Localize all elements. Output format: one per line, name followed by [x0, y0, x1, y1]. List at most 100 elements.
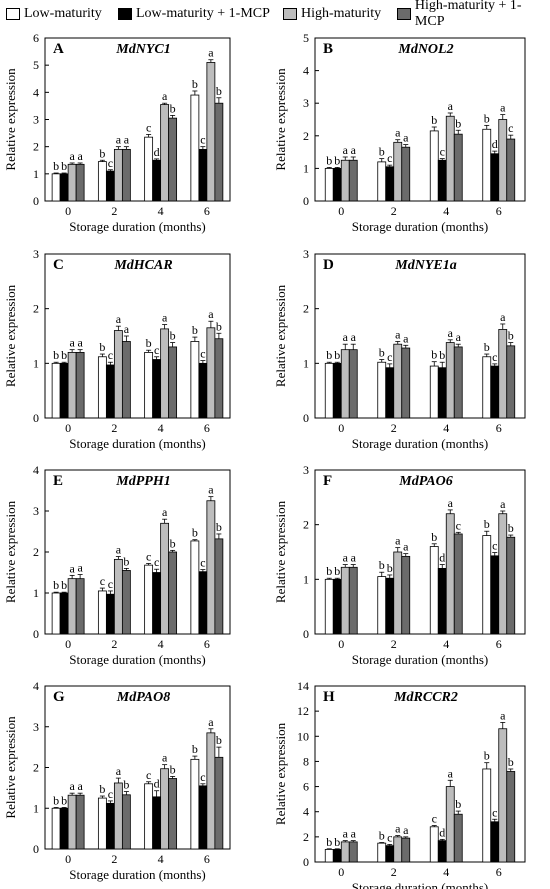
significance-letter: a	[351, 827, 357, 841]
significance-letter: b	[53, 159, 59, 173]
significance-letter: a	[116, 312, 122, 326]
significance-letter: a	[395, 327, 401, 341]
significance-letter: a	[351, 330, 357, 344]
significance-letter: a	[403, 540, 409, 554]
bar	[190, 758, 200, 850]
x-tick-label: 4	[443, 865, 449, 879]
y-tick-label: 0	[33, 194, 39, 208]
bar	[498, 728, 508, 863]
significance-letter: a	[395, 126, 401, 140]
y-axis-label: Relative expression	[273, 500, 288, 603]
bar	[498, 329, 508, 419]
bar	[214, 338, 224, 419]
significance-letter: b	[455, 116, 461, 130]
y-tick-label: 5	[303, 31, 309, 45]
bar	[445, 786, 455, 863]
bar	[168, 346, 178, 419]
bar	[160, 328, 170, 419]
significance-letter: a	[403, 131, 409, 145]
bar	[113, 330, 123, 419]
significance-letter: b	[326, 348, 332, 362]
bar	[437, 367, 447, 419]
significance-letter: c	[146, 768, 151, 782]
significance-letter: c	[200, 347, 205, 361]
y-tick-label: 0	[303, 627, 309, 641]
panel-title: MdPAO6	[398, 474, 452, 489]
y-tick-label: 6	[303, 780, 309, 794]
significance-letter: c	[154, 343, 159, 357]
y-tick-label: 4	[33, 679, 39, 693]
significance-letter: a	[395, 822, 401, 836]
bar	[75, 794, 85, 850]
bar	[385, 166, 395, 202]
x-tick-label: 2	[111, 421, 117, 435]
y-tick-label: 0	[303, 411, 309, 425]
significance-letter: a	[351, 143, 357, 157]
y-axis-label: Relative expression	[3, 284, 18, 387]
significance-letter: b	[484, 517, 490, 531]
bar	[75, 351, 85, 419]
significance-letter: b	[192, 77, 198, 91]
significance-letter: c	[108, 156, 113, 170]
y-tick-label: 1	[33, 586, 39, 600]
significance-letter: b	[216, 319, 222, 333]
significance-letter: d	[439, 551, 445, 565]
x-tick-label: 6	[204, 852, 210, 866]
bar	[160, 104, 170, 202]
significance-letter: a	[448, 766, 454, 780]
significance-letter: b	[326, 564, 332, 578]
bar	[198, 362, 208, 419]
bar	[429, 826, 439, 863]
bar	[401, 347, 411, 419]
significance-letter: c	[492, 539, 497, 553]
bar	[190, 540, 200, 635]
x-axis-label: Storage duration (months)	[69, 652, 205, 667]
significance-letter: b	[484, 749, 490, 763]
bar	[51, 807, 61, 850]
panel-title: MdPAO8	[116, 690, 170, 705]
y-tick-label: 3	[33, 113, 39, 127]
x-tick-label: 4	[158, 852, 164, 866]
x-tick-label: 6	[496, 865, 502, 879]
bar	[113, 558, 123, 635]
significance-letter: c	[387, 350, 392, 364]
significance-letter: b	[170, 536, 176, 550]
bar	[144, 136, 154, 202]
y-tick-label: 4	[33, 463, 39, 477]
panel-letter: C	[53, 257, 64, 273]
y-axis-label: Relative expression	[273, 68, 288, 171]
y-tick-label: 5	[33, 58, 39, 72]
bar	[121, 794, 131, 850]
significance-letter: c	[146, 120, 151, 134]
y-tick-label: 3	[303, 96, 309, 110]
panel-title: MdPPH1	[115, 474, 170, 489]
significance-letter: b	[326, 835, 332, 849]
y-tick-label: 2	[303, 302, 309, 316]
bar	[324, 167, 334, 202]
significance-letter: b	[484, 340, 490, 354]
legend-label-high-maturity-1mcp: High-maturity + 1-MCP	[414, 0, 522, 29]
bar	[482, 128, 492, 202]
y-tick-label: 0	[33, 627, 39, 641]
significance-letter: a	[351, 551, 357, 565]
significance-letter: c	[200, 133, 205, 147]
bar	[67, 163, 77, 202]
significance-letter: b	[192, 526, 198, 540]
significance-letter: b	[146, 336, 152, 350]
x-axis-label: Storage duration (months)	[69, 219, 205, 234]
significance-letter: b	[53, 793, 59, 807]
bar	[385, 577, 395, 635]
significance-letter: a	[500, 101, 506, 115]
bar	[144, 564, 154, 635]
significance-letter: b	[379, 346, 385, 360]
significance-letter: c	[387, 151, 392, 165]
panel-letter: B	[323, 41, 333, 57]
bar	[59, 592, 69, 635]
significance-letter: a	[162, 89, 168, 103]
y-tick-label: 2	[33, 140, 39, 154]
significance-letter: a	[69, 149, 75, 163]
significance-letter: b	[431, 113, 437, 127]
bar	[453, 133, 463, 202]
